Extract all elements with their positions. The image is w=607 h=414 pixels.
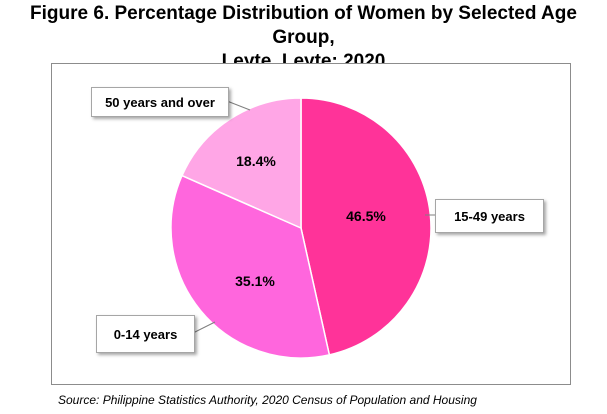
value-label-0-14-years: 35.1%: [235, 273, 275, 289]
callout-0-14-years: 0-14 years: [96, 315, 195, 353]
pie-slice-50-years-and-over: [181, 97, 302, 230]
value-label-50-years-and-over: 18.4%: [236, 153, 276, 169]
value-label-15-49-years: 46.5%: [346, 208, 386, 224]
pie-slice-15-49-years: [300, 97, 432, 356]
callout-15-49-years: 15-49 years: [435, 199, 544, 233]
title-line-1: Figure 6. Percentage Distribution of Wom…: [30, 3, 577, 48]
leader-line: [192, 321, 216, 334]
leader-line: [226, 100, 251, 111]
callout-50-years-and-over: 50 years and over: [91, 87, 229, 117]
pie-slice-0-14-years: [170, 174, 331, 359]
source-note: Source: Philippine Statistics Authority,…: [58, 393, 477, 407]
